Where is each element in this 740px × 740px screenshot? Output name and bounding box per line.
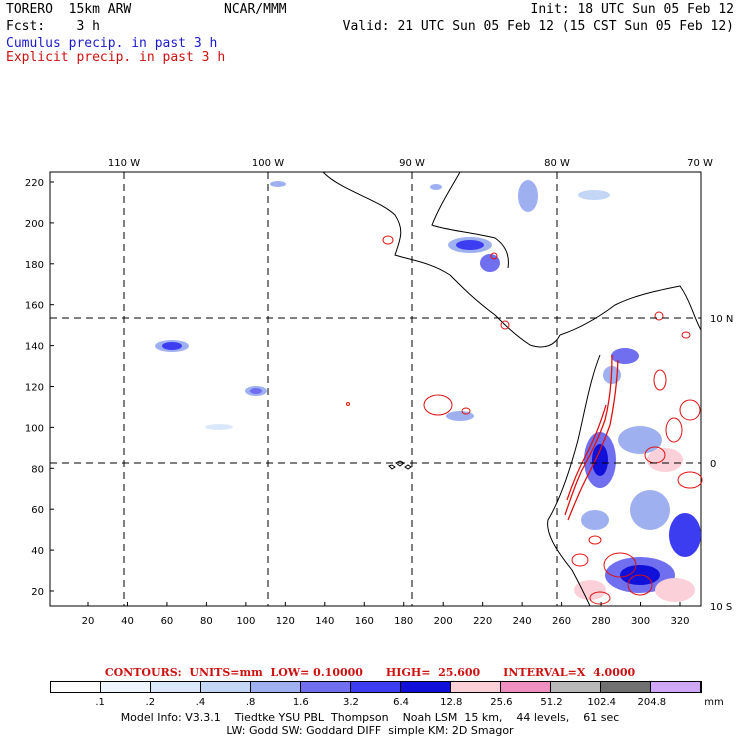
y-tick-label: 140 [25,342,44,353]
x-tick-label: 300 [631,616,650,627]
y-tick-label: 60 [31,505,44,516]
init-time: Init: 18 UTC Sun 05 Feb 12 [530,2,735,17]
explicit-legend: Explicit precip. in past 3 h [6,50,226,65]
center-label: NCAR/MMM [224,2,287,17]
colorbar-swatch [451,682,501,692]
coastlines [322,171,702,607]
lon-label-90w: 90 W [399,158,425,169]
lon-label-100w: 100 W [252,158,284,169]
lat-label-10n: 10 N [710,314,733,325]
colorbar-label: 51.2 [540,697,563,708]
y-tick-label: 120 [25,383,44,394]
y-tick-label: 100 [25,423,44,434]
lat-label-0: 0 [710,459,716,470]
model-info-line2: LW: Godd SW: Goddard DIFF simple KM: 2D … [226,724,514,737]
x-tick-label: 100 [236,616,255,627]
y-tick-label: 40 [31,546,44,557]
colorbar-swatch [651,682,701,692]
x-tick-label: 120 [276,616,295,627]
lon-label-110w: 110 W [108,158,140,169]
colorbar-label: 102.4 [587,697,617,708]
colorbar-swatch [401,682,451,692]
colorbar-label: .4 [195,697,206,708]
colorbar-label: .8 [245,697,256,708]
x-tick-label: 20 [82,616,95,627]
valid-time: Valid: 21 UTC Sun 05 Feb 12 (15 CST Sun … [342,19,734,34]
x-axis: 20 40 60 80 100 120 140 160 180 200 220 240 260 280 30… [82,602,690,627]
map-frame [49,171,702,607]
colorbar-swatch [251,682,301,692]
colorbar-label: 25.6 [490,697,513,708]
colorbar-unit: mm [704,697,724,708]
andes-precip-contours [564,354,619,521]
colorbar-swatch [201,682,251,692]
forecast-hour: Fcst: 3 h [6,19,100,34]
contour-info: CONTOURS: UNITS=mm LOW= 0.10000 HIGH= 25… [104,666,636,679]
y-tick-label: 160 [25,301,44,312]
colorbar-swatch [151,682,201,692]
x-tick-label: 80 [200,616,213,627]
colorbar-label: 1.6 [292,697,309,708]
lat-label-10s: 10 S [710,602,732,613]
x-tick-label: 220 [473,616,492,627]
colorbar-label: .1 [95,697,105,708]
colorbar-label: 204.8 [637,697,667,708]
x-tick-label: 140 [315,616,334,627]
x-tick-label: 60 [161,616,174,627]
colorbar-label: .2 [145,697,156,708]
colorbar-swatch [551,682,601,692]
run-name: TORERO 15km ARW [6,2,132,17]
colorbar-label: 6.4 [393,697,410,708]
y-tick-label: 180 [25,260,44,271]
x-tick-label: 280 [592,616,611,627]
colorbar-swatch [501,682,551,692]
x-tick-label: 180 [394,616,413,627]
y-axis: 20 40 60 80 100 120 140 160 180 200 220 [25,178,54,598]
y-tick-label: 220 [25,178,44,189]
lon-label-80w: 80 W [544,158,570,169]
colorbar-swatch [51,682,101,692]
x-tick-label: 160 [355,616,374,627]
colorbar-swatch [101,682,151,692]
lon-label-70w: 70 W [687,158,713,169]
cumulus-legend: Cumulus precip. in past 3 h [6,36,218,51]
x-tick-label: 260 [552,616,571,627]
colorbar-swatch [351,682,401,692]
colorbar-label: 12.8 [440,697,463,708]
colorbar-swatch [601,682,651,692]
model-info-line1: Model Info: V3.3.1 Tiedtke YSU PBL Thomp… [120,711,620,724]
colorbar-swatch [301,682,351,692]
y-tick-label: 200 [25,219,44,230]
colorbar [50,681,702,693]
x-tick-label: 40 [121,616,134,627]
explicit-precip-contours [346,235,703,605]
x-tick-label: 200 [434,616,453,627]
y-tick-label: 80 [31,464,44,475]
x-tick-label: 320 [670,616,689,627]
x-tick-label: 240 [513,616,532,627]
y-tick-label: 20 [31,587,44,598]
lat-lon-grid [50,172,701,606]
colorbar-label: 3.2 [342,697,359,708]
